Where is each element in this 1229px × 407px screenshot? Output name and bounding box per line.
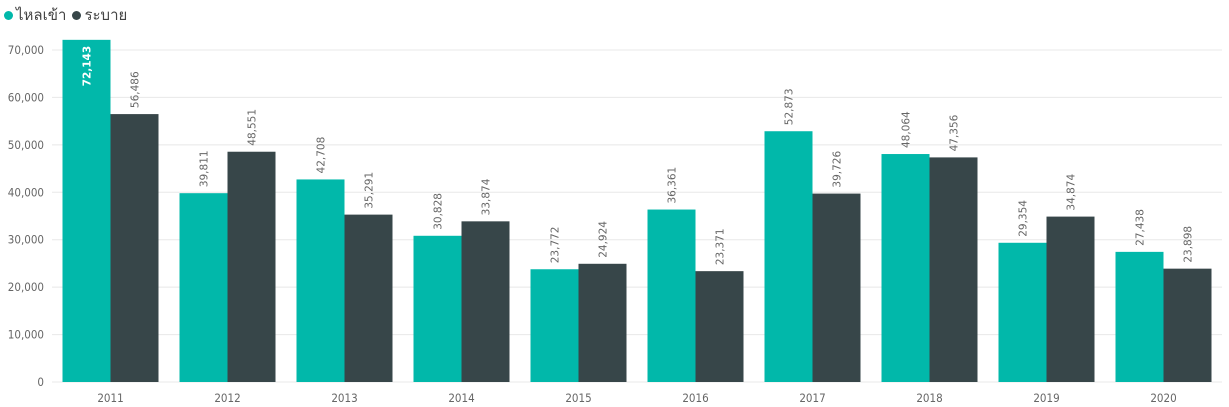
data-label: 56,486: [130, 71, 142, 108]
data-label: 23,898: [1183, 226, 1195, 263]
bar[interactable]: [530, 269, 579, 382]
bar[interactable]: [461, 221, 510, 382]
data-label: 48,551: [247, 109, 259, 146]
data-labels: 72,143 56,486 39,811 48,551 42,708 35,291 30,8…: [82, 46, 1195, 265]
y-tick-label: 40,000: [8, 185, 44, 199]
data-label: 23,772: [550, 227, 562, 264]
y-axis: 0 10,000 20,000 30,000 40,000 50,000 60,000 70,…: [8, 43, 44, 389]
x-tick-label: 2020: [1150, 391, 1176, 405]
data-label: 27,438: [1135, 209, 1147, 246]
bar[interactable]: [695, 271, 744, 382]
bar[interactable]: [62, 39, 111, 382]
y-tick-label: 30,000: [8, 233, 44, 247]
bar[interactable]: [1115, 251, 1164, 382]
data-label: 36,361: [667, 167, 679, 204]
data-label: 48,064: [901, 111, 913, 148]
bar[interactable]: [578, 263, 627, 382]
x-tick-label: 2019: [1033, 391, 1059, 405]
bar[interactable]: [227, 151, 276, 382]
data-label: 39,726: [832, 151, 844, 188]
bar[interactable]: [179, 193, 228, 382]
x-axis: 2011 2012 2013 2014 2015 2016 2017 2018 2019 2020: [97, 391, 1176, 405]
x-tick-label: 2015: [565, 391, 591, 405]
data-label: 42,708: [316, 137, 328, 174]
data-label: 72,143: [82, 46, 94, 87]
bar[interactable]: [812, 193, 861, 382]
bar[interactable]: [413, 235, 462, 382]
x-tick-label: 2013: [331, 391, 357, 405]
legend-label-inflow: ไหลเข้า: [16, 6, 67, 24]
bar[interactable]: [296, 179, 345, 382]
data-label: 35,291: [364, 172, 376, 209]
bar[interactable]: [1163, 268, 1212, 382]
y-tick-label: 70,000: [8, 43, 44, 57]
legend-dot-inflow-icon: [4, 10, 13, 20]
data-label: 30,828: [433, 193, 445, 230]
y-tick-label: 50,000: [8, 138, 44, 152]
bar[interactable]: [998, 242, 1047, 382]
data-label: 47,356: [949, 114, 961, 151]
y-tick-label: 20,000: [8, 280, 44, 294]
data-label: 23,371: [715, 228, 727, 265]
bar[interactable]: [647, 209, 696, 382]
x-tick-label: 2017: [799, 391, 825, 405]
y-tick-label: 10,000: [8, 328, 44, 342]
x-tick-label: 2014: [448, 391, 474, 405]
bar[interactable]: [1046, 216, 1095, 382]
y-tick-label: 60,000: [8, 90, 44, 104]
x-tick-label: 2012: [214, 391, 240, 405]
data-label: 24,924: [598, 221, 610, 258]
data-label: 52,873: [784, 88, 796, 125]
bar[interactable]: [764, 131, 813, 382]
data-label: 29,354: [1018, 200, 1030, 237]
bar[interactable]: [344, 214, 393, 382]
y-tick-label: 0: [37, 375, 44, 389]
data-label: 39,811: [199, 150, 211, 187]
legend-label-release: ระบาย: [84, 6, 128, 24]
x-tick-label: 2018: [916, 391, 942, 405]
legend-dot-release-icon: [72, 10, 82, 20]
bar[interactable]: [929, 157, 978, 382]
x-tick-label: 2011: [97, 391, 123, 405]
legend-item-inflow[interactable]: ไหลเข้า: [4, 3, 66, 27]
x-tick-label: 2016: [682, 391, 708, 405]
data-label: 33,874: [481, 178, 493, 215]
bar[interactable]: [110, 114, 159, 382]
bars: [62, 39, 1212, 382]
legend-item-release[interactable]: ระบาย: [72, 3, 127, 27]
data-label: 34,874: [1066, 174, 1078, 211]
bar[interactable]: [881, 154, 930, 382]
legend: ไหลเข้า ระบาย: [4, 4, 133, 26]
